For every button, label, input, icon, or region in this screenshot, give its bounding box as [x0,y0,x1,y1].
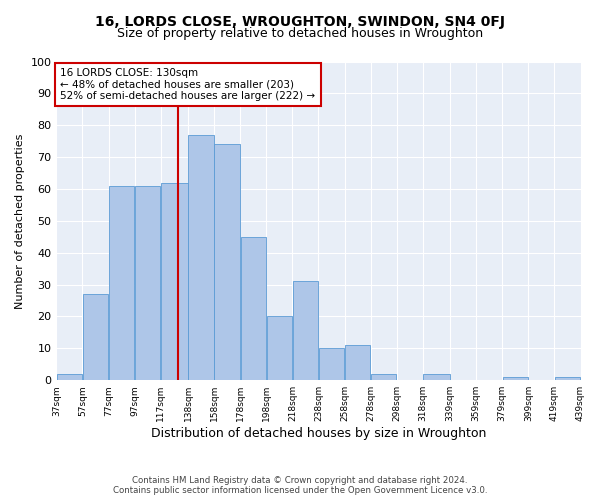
Bar [293,282,318,380]
Y-axis label: Number of detached properties: Number of detached properties [15,133,25,308]
Bar [188,135,214,380]
Text: 16 LORDS CLOSE: 130sqm
← 48% of detached houses are smaller (203)
52% of semi-de: 16 LORDS CLOSE: 130sqm ← 48% of detached… [61,68,316,101]
Text: Contains HM Land Registry data © Crown copyright and database right 2024.
Contai: Contains HM Land Registry data © Crown c… [113,476,487,495]
X-axis label: Distribution of detached houses by size in Wroughton: Distribution of detached houses by size … [151,427,486,440]
Bar [266,316,292,380]
Bar [83,294,108,380]
Text: Size of property relative to detached houses in Wroughton: Size of property relative to detached ho… [117,28,483,40]
Bar [319,348,344,380]
Bar [503,377,528,380]
Bar [214,144,240,380]
Bar [161,182,188,380]
Bar [345,345,370,380]
Bar [423,374,450,380]
Bar [57,374,82,380]
Bar [555,377,580,380]
Bar [371,374,397,380]
Text: 16, LORDS CLOSE, WROUGHTON, SWINDON, SN4 0FJ: 16, LORDS CLOSE, WROUGHTON, SWINDON, SN4… [95,15,505,29]
Bar [109,186,134,380]
Bar [241,237,266,380]
Bar [135,186,160,380]
